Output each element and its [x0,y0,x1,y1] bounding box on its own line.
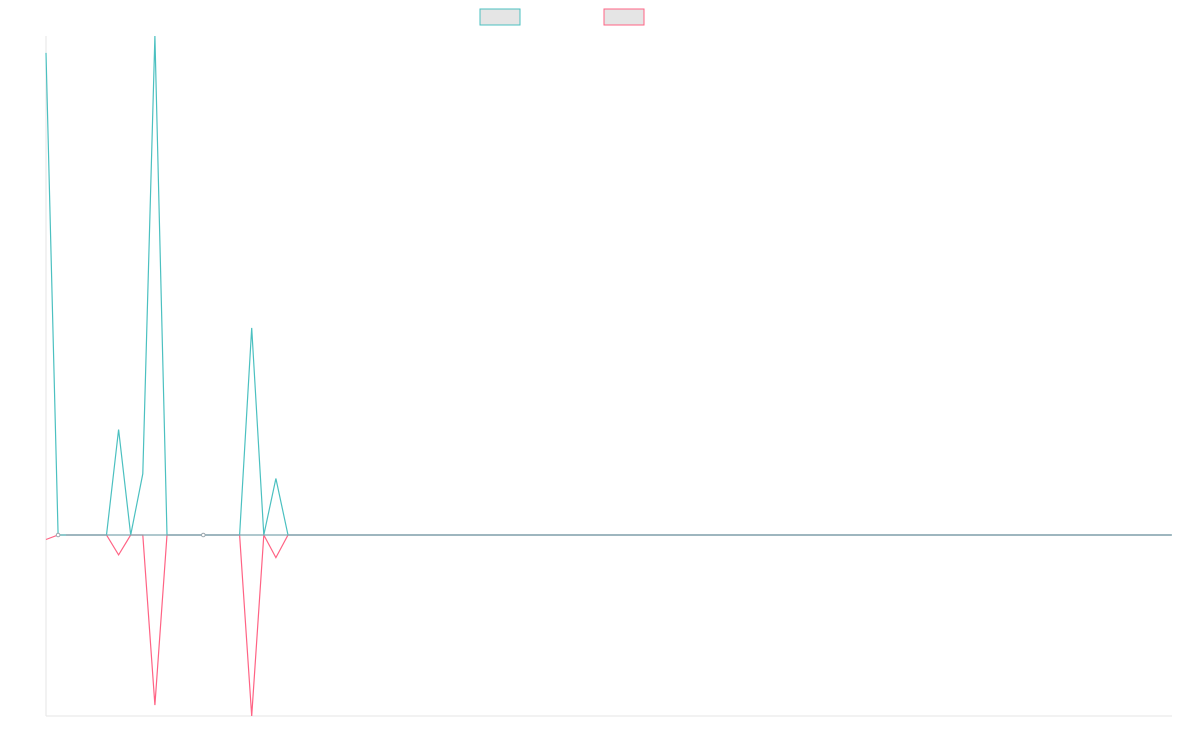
legend-swatch-2[interactable] [603,8,645,26]
data-point-1 [55,532,61,538]
series-line-1 [45,35,1172,536]
legend-swatch-1[interactable] [479,8,521,26]
axes [45,36,1172,717]
series-layer [45,35,1172,717]
legend[interactable] [479,8,645,26]
series-line-2 [45,532,1172,717]
data-point-2 [201,532,206,538]
marker-layer [55,532,206,538]
